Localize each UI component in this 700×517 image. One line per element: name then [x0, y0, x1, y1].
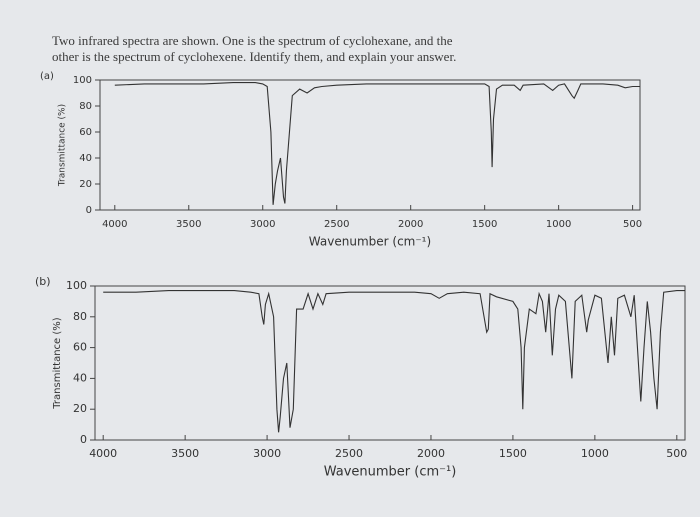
spectrum-line — [114, 82, 640, 205]
x-tick-label: 3000 — [253, 447, 281, 460]
y-tick-label: 100 — [66, 279, 87, 292]
x-tick-label: 4000 — [102, 219, 127, 230]
x-tick-label: 1000 — [581, 447, 609, 460]
panel-label: (a) — [40, 71, 54, 82]
x-tick-label: 500 — [666, 447, 687, 460]
y-tick-label: 20 — [79, 179, 92, 190]
x-tick-label: 3000 — [250, 219, 275, 230]
x-tick-label: 500 — [623, 219, 642, 230]
y-tick-label: 0 — [86, 205, 92, 216]
y-tick-label: 60 — [79, 127, 92, 138]
x-tick-label: 1000 — [546, 219, 571, 230]
y-tick-label: 40 — [79, 153, 92, 164]
y-tick-label: 40 — [73, 371, 87, 384]
spectrum-line — [103, 290, 685, 433]
y-tick-label: 0 — [80, 433, 87, 446]
x-tick-label: 4000 — [89, 447, 117, 460]
x-tick-label: 2500 — [324, 219, 349, 230]
x-axis-label: Wavenumber (cm⁻¹) — [309, 235, 431, 249]
y-tick-label: 100 — [73, 75, 92, 86]
x-tick-label: 1500 — [499, 447, 527, 460]
x-tick-label: 3500 — [176, 219, 201, 230]
x-tick-label: 2000 — [398, 219, 423, 230]
plot-frame — [99, 79, 641, 211]
x-tick-label: 2000 — [417, 447, 445, 460]
plot-frame — [94, 285, 686, 441]
question-line: other is the spectrum of cyclohexene. Id… — [52, 49, 456, 64]
x-axis-label: Wavenumber (cm⁻¹) — [324, 465, 457, 480]
x-tick-label: 1500 — [472, 219, 497, 230]
question-line: Two infrared spectra are shown. One is t… — [52, 33, 453, 48]
x-tick-label: 2500 — [335, 447, 363, 460]
y-axis-label: Transmittance (%) — [52, 317, 63, 409]
panel-label: (b) — [35, 275, 51, 288]
y-tick-label: 80 — [73, 310, 87, 323]
y-tick-label: 80 — [79, 101, 92, 112]
y-tick-label: 60 — [73, 341, 87, 354]
y-axis-label: Transmittance (%) — [58, 104, 68, 187]
x-tick-label: 3500 — [171, 447, 199, 460]
y-tick-label: 20 — [73, 402, 87, 415]
